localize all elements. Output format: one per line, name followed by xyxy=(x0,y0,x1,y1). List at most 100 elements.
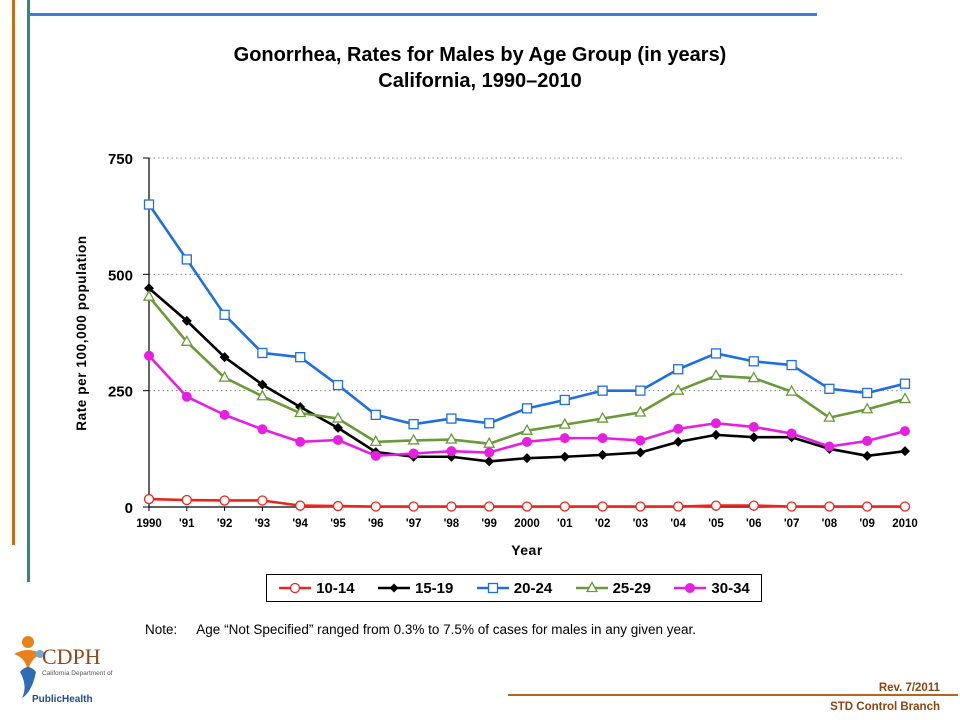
data-point-marker xyxy=(635,385,646,396)
series-group xyxy=(142,199,912,512)
data-point-marker xyxy=(898,392,912,404)
x-tick-label: 2000 xyxy=(514,518,540,530)
gridlines xyxy=(143,157,905,508)
data-point-marker xyxy=(487,582,498,594)
data-point-marker xyxy=(181,254,192,265)
data-point-marker xyxy=(786,501,797,512)
note-text: Age “Not Specified” ranged from 0.3% to … xyxy=(196,622,697,637)
logo-wordmark: CDPH xyxy=(42,644,101,669)
data-point-marker xyxy=(585,581,598,593)
data-point-marker xyxy=(181,315,192,326)
data-point-marker xyxy=(484,501,495,512)
data-point-marker xyxy=(219,495,230,506)
data-point-marker xyxy=(635,501,646,512)
data-point-marker xyxy=(748,356,759,367)
legend-swatch-icon xyxy=(575,581,608,593)
x-tick-label: '03 xyxy=(633,518,649,530)
y-tick-label: 750 xyxy=(108,151,133,168)
x-tick-label: '01 xyxy=(557,518,573,530)
bottom-rule xyxy=(508,694,958,696)
logo-public-health: PublicHealth xyxy=(32,694,93,705)
data-point-marker xyxy=(672,383,685,395)
data-point-marker xyxy=(408,448,419,459)
data-point-marker xyxy=(295,436,306,447)
data-point-marker xyxy=(522,436,532,447)
data-point-marker xyxy=(294,406,307,418)
y-tick-label: 0 xyxy=(125,500,133,517)
data-point-marker xyxy=(824,383,835,394)
data-point-marker xyxy=(181,494,192,506)
data-point-marker xyxy=(559,394,570,406)
x-tick-label: '02 xyxy=(595,518,611,530)
data-point-marker xyxy=(862,387,873,399)
data-point-marker xyxy=(673,423,684,434)
data-point-marker xyxy=(747,371,760,383)
data-point-marker xyxy=(408,501,419,512)
legend-swatch-icon xyxy=(378,583,410,593)
data-point-marker xyxy=(407,433,420,445)
series-30-34 xyxy=(144,350,910,461)
y-tick-labels: 0 250 500 750 xyxy=(108,151,133,517)
data-point-marker xyxy=(635,435,646,446)
chart-title: Gonorrhea, Rates for Males by Age Group … xyxy=(0,42,960,94)
data-point-marker xyxy=(256,389,269,401)
data-point-marker xyxy=(144,350,154,361)
series-20-24 xyxy=(143,199,911,430)
cdph-logo: CDPH California Department of PublicHeal… xyxy=(6,628,126,714)
data-point-marker xyxy=(673,364,684,375)
data-point-marker xyxy=(370,501,381,512)
data-point-marker xyxy=(899,378,911,389)
x-tick-label: '06 xyxy=(746,518,762,530)
x-tick-label: '91 xyxy=(179,518,195,530)
legend-swatch-icon xyxy=(476,582,509,594)
legend-item: 15-19 xyxy=(377,580,453,597)
data-point-marker xyxy=(862,450,873,461)
x-tick-label: '05 xyxy=(708,518,724,530)
series-10-14 xyxy=(143,493,911,512)
data-point-marker xyxy=(370,450,381,461)
data-point-marker xyxy=(521,501,533,512)
x-tick-label: '04 xyxy=(670,518,686,530)
data-point-marker xyxy=(862,501,873,512)
legend-label: 20-24 xyxy=(513,579,553,597)
data-point-marker xyxy=(446,501,457,512)
y-axis-label: Rate per 100,000 population xyxy=(74,235,89,431)
legend-item: 20-24 xyxy=(476,580,552,597)
legend-item: 10-14 xyxy=(278,580,355,597)
data-point-marker xyxy=(331,411,345,423)
data-point-marker xyxy=(559,451,570,462)
data-point-marker xyxy=(673,436,684,447)
data-point-marker xyxy=(370,409,381,421)
x-tick-label: '94 xyxy=(292,518,308,530)
data-point-marker xyxy=(257,424,268,435)
data-point-marker xyxy=(218,370,231,382)
legend: 10-14 15-19 20-24 25-29 30-34 xyxy=(266,574,762,602)
legend-label: 15-19 xyxy=(415,579,454,597)
x-tick-label: '97 xyxy=(406,518,422,530)
revision-date: Rev. 7/2011 xyxy=(878,682,940,694)
x-tick-labels: 1990 '91 '92 '93 '94 '95 '96 '97 '98 '99 2000 '01 '0… xyxy=(136,507,918,530)
data-point-marker xyxy=(786,428,797,439)
left-rule-orange xyxy=(12,0,15,545)
logo-figure-icon xyxy=(14,636,44,698)
x-tick-label: '92 xyxy=(217,518,233,530)
x-tick-label: '09 xyxy=(859,518,875,530)
data-point-marker xyxy=(558,417,571,429)
note-prefix: Note: xyxy=(145,622,178,637)
data-point-marker xyxy=(484,447,495,458)
data-point-marker xyxy=(710,500,722,511)
data-point-marker xyxy=(521,403,533,414)
x-tick-label: '95 xyxy=(330,518,346,530)
footnote: Note: Age “Not Specified” ranged from 0.… xyxy=(145,622,696,637)
data-point-marker xyxy=(824,501,835,512)
data-point-marker xyxy=(219,352,230,363)
data-point-marker xyxy=(332,379,344,391)
data-point-marker xyxy=(257,347,268,359)
data-point-marker xyxy=(823,410,836,422)
data-point-marker xyxy=(333,434,343,445)
data-point-marker xyxy=(785,384,798,396)
logo-subtitle: California Department of xyxy=(42,670,113,677)
data-point-marker xyxy=(673,501,684,512)
data-point-marker xyxy=(181,391,192,402)
